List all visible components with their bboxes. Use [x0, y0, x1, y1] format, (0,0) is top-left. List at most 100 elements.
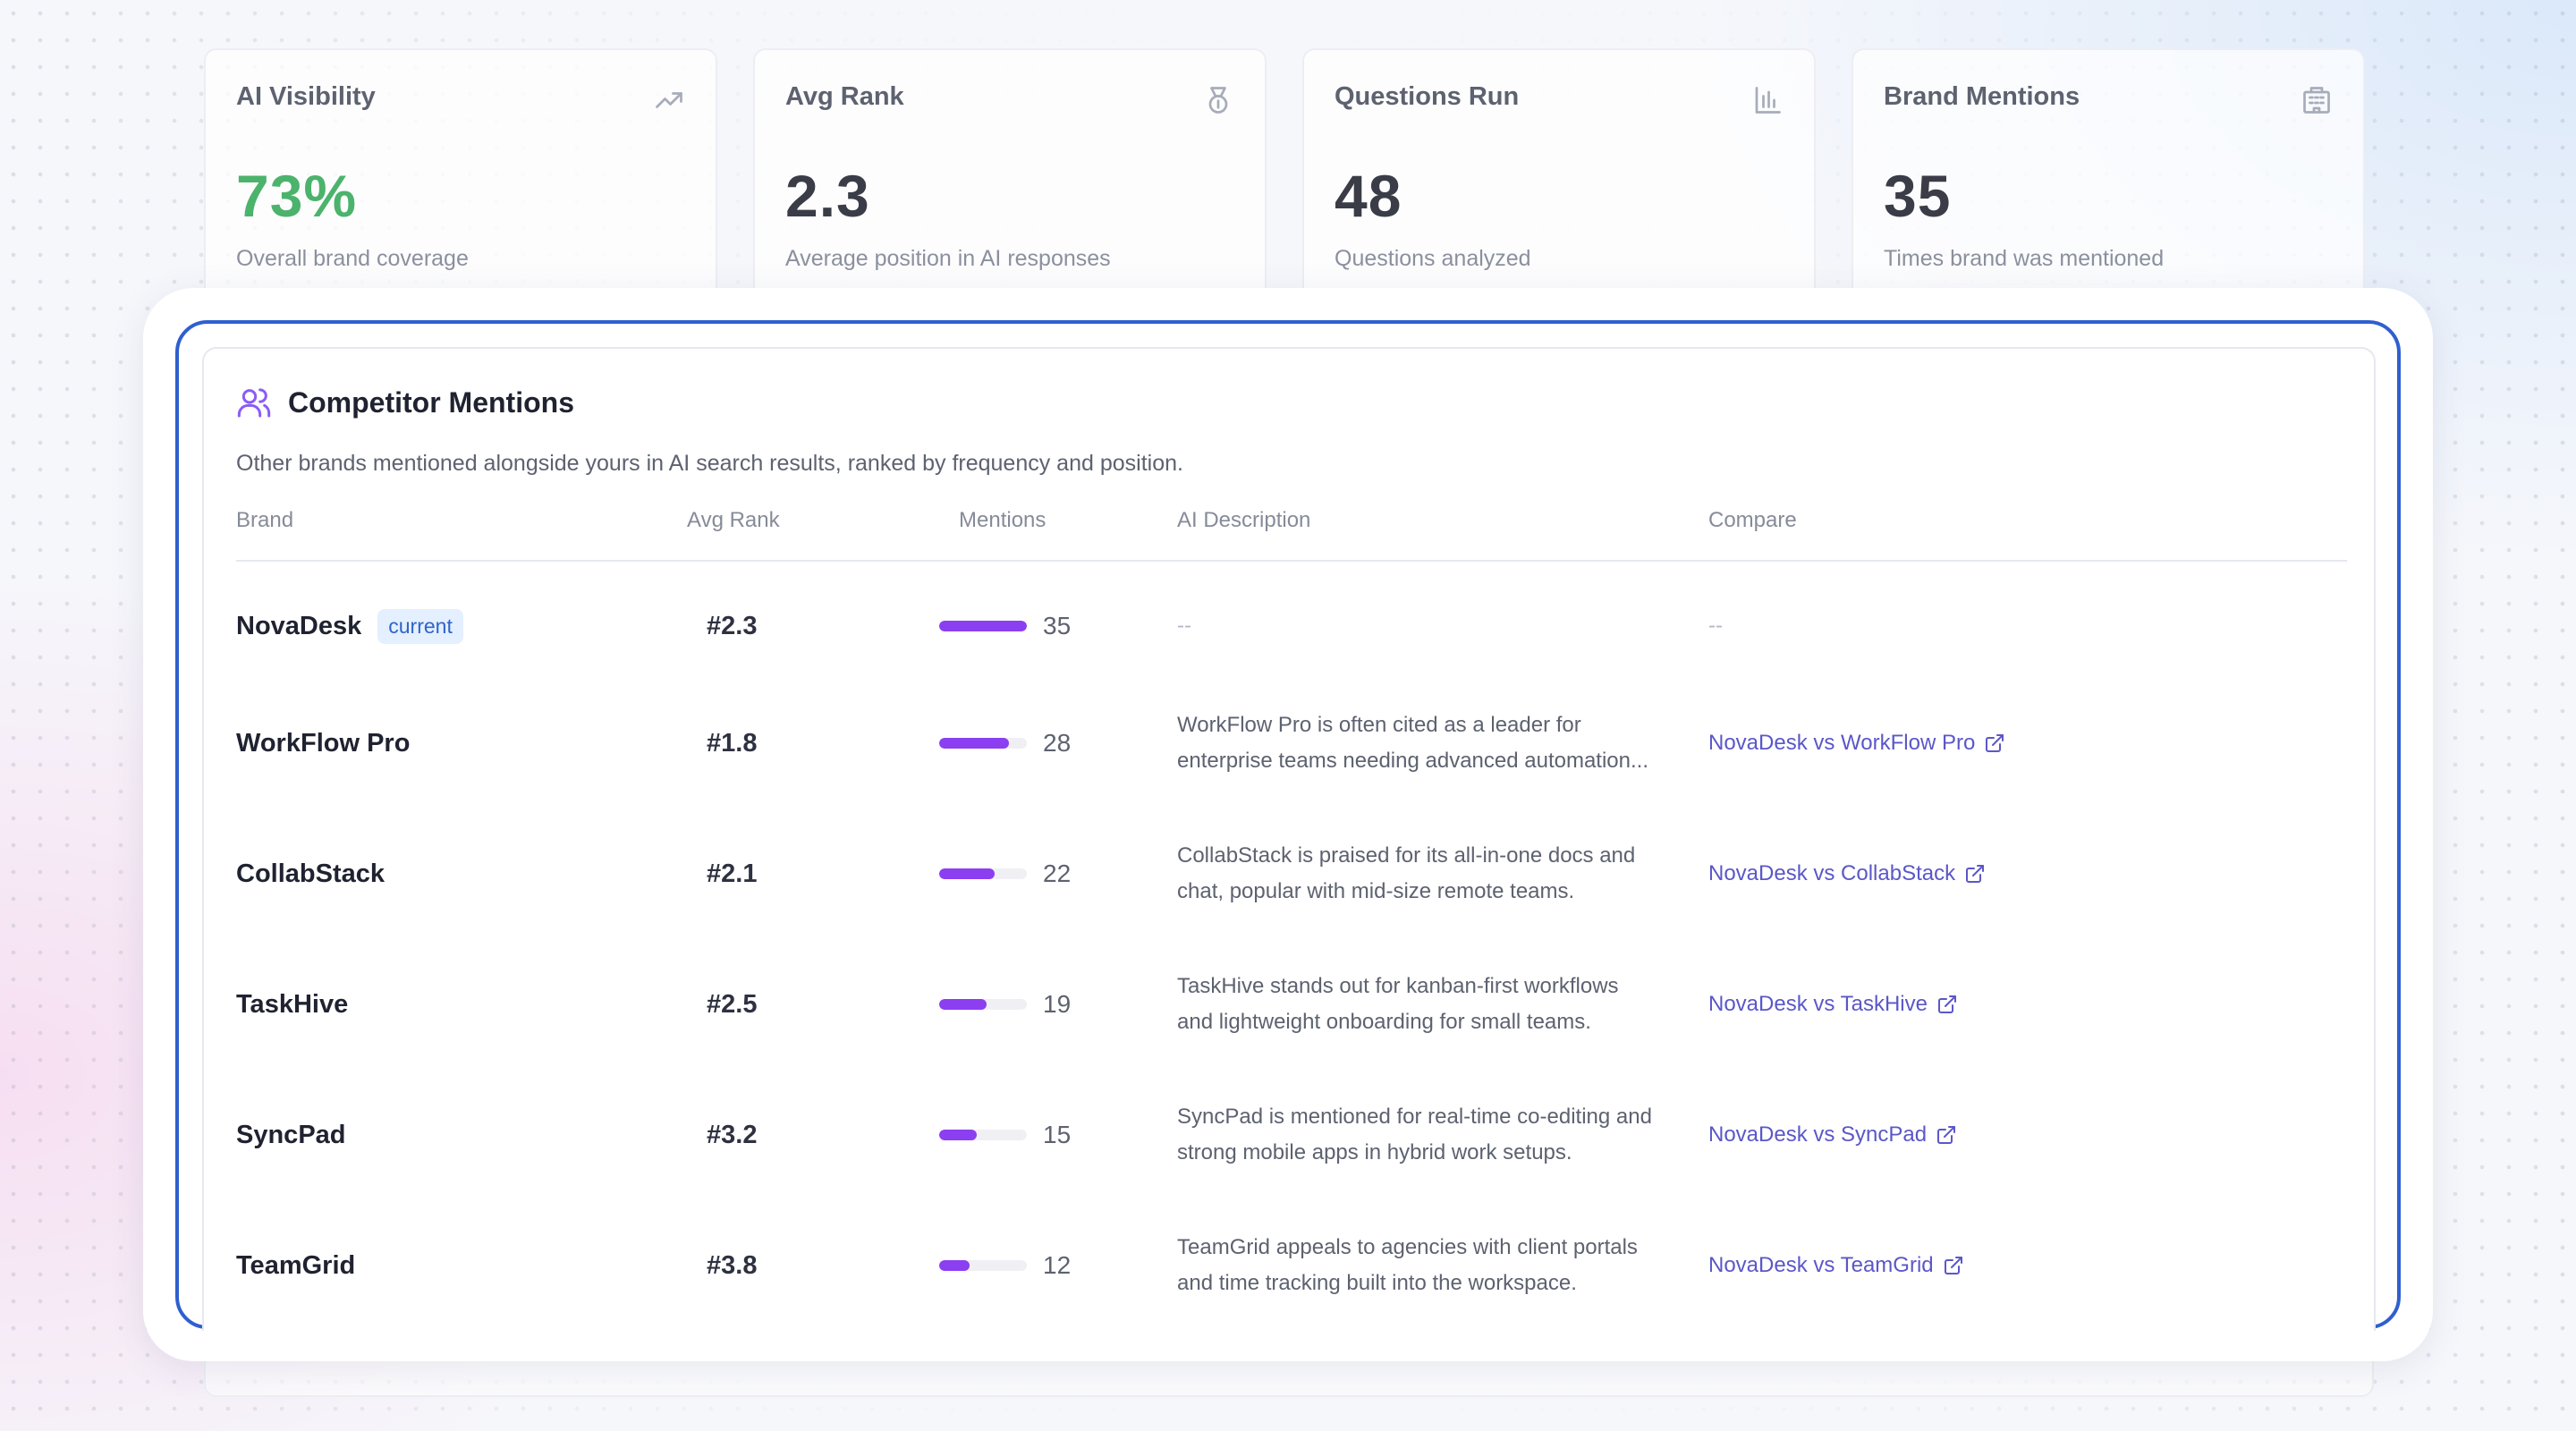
ai-description: WorkFlow Pro is often cited as a leader … — [1177, 707, 1687, 779]
external-link-icon — [1937, 995, 1956, 1013]
brand-cell: NovaDesk current — [236, 572, 463, 680]
table-row: TaskHive #2.5 19 TaskHive stands out for… — [236, 939, 2347, 1070]
compare-cell: NovaDesk vs TaskHive — [1708, 939, 1958, 1070]
mentions-bar-fill — [939, 738, 1010, 749]
brand-name: CollabStack — [236, 859, 385, 888]
panel-header: Competitor Mentions — [236, 385, 574, 420]
compare-link[interactable]: NovaDesk vs SyncPad — [1708, 1122, 1957, 1147]
table-header: Brand Avg Rank Mentions AI Description C… — [236, 508, 2347, 562]
brand-cell: TeamGrid — [236, 1200, 355, 1331]
ai-description-line: TaskHive stands out for kanban-first wor… — [1177, 974, 1619, 998]
mentions-count: 28 — [1043, 729, 1072, 757]
mentions-count: 22 — [1043, 859, 1072, 887]
building-icon — [2301, 84, 2333, 116]
column-header-mentions[interactable]: Mentions — [959, 508, 1046, 532]
mentions-bar-fill — [939, 1260, 970, 1271]
compare-link-label[interactable]: NovaDesk vs CollabStack — [1708, 861, 1956, 885]
avg-rank: #3.8 — [707, 1250, 758, 1280]
mentions-count: 19 — [1043, 990, 1072, 1018]
ai-description-line: enterprise teams needing advanced automa… — [1177, 749, 1649, 773]
competitor-mentions-panel: Competitor Mentions Other brands mention… — [202, 347, 2376, 1331]
mentions-cell: 12 — [939, 1200, 1071, 1331]
description-cell: SyncPad is mentioned for real-time co-ed… — [1177, 1070, 1687, 1200]
compare-link-label[interactable]: NovaDesk vs SyncPad — [1708, 1122, 1928, 1147]
mentions-cell: 28 — [939, 678, 1071, 809]
stat-subtitle: Overall brand coverage — [236, 246, 469, 271]
table-row: TeamGrid #3.8 12 TeamGrid appeals to age… — [236, 1200, 2347, 1331]
brand-name: TeamGrid — [236, 1250, 356, 1280]
brand-cell: CollabStack — [236, 809, 385, 939]
ai-description-line: and time tracking built into the workspa… — [1177, 1271, 1577, 1295]
description-cell: -- — [1177, 572, 1191, 680]
description-cell: TeamGrid appeals to agencies with client… — [1177, 1200, 1687, 1331]
mentions-count: 12 — [1043, 1251, 1072, 1279]
compare-cell: NovaDesk vs TeamGrid — [1708, 1200, 1964, 1331]
avg-rank: #2.1 — [707, 859, 758, 888]
brand-cell: TaskHive — [236, 939, 348, 1070]
mentions-bar — [939, 1260, 1027, 1271]
ai-description-line: and lightweight onboarding for small tea… — [1177, 1010, 1591, 1034]
table-row: WorkFlow Pro #1.8 28 WorkFlow Pro is oft… — [236, 678, 2347, 809]
description-cell: WorkFlow Pro is often cited as a leader … — [1177, 678, 1687, 809]
rank-cell: #3.2 — [707, 1070, 757, 1200]
compare-link-label[interactable]: NovaDesk vs TeamGrid — [1708, 1253, 1934, 1277]
stat-value: 35 — [1884, 163, 1952, 229]
rank-cell: #2.5 — [707, 939, 757, 1070]
mentions-cell: 22 — [939, 809, 1071, 939]
mentions-bar — [939, 868, 1027, 879]
table-row: SyncPad #3.2 15 SyncPad is mentioned for… — [236, 1070, 2347, 1200]
ai-description: TeamGrid appeals to agencies with client… — [1177, 1230, 1687, 1301]
avg-rank: #2.3 — [707, 611, 758, 640]
external-link-icon — [1944, 1257, 1962, 1274]
compare-link[interactable]: NovaDesk vs WorkFlow Pro — [1708, 731, 2005, 756]
column-header-brand[interactable]: Brand — [236, 508, 294, 532]
stat-subtitle: Questions analyzed — [1335, 246, 1531, 271]
external-link-icon — [1986, 734, 2004, 752]
bar-chart-icon — [1751, 84, 1784, 116]
ai-description-line: CollabStack is praised for its all-in-on… — [1177, 843, 1636, 868]
rank-cell: #1.8 — [707, 678, 757, 809]
compare-link[interactable]: NovaDesk vs TaskHive — [1708, 992, 1958, 1017]
brand-name: NovaDesk — [236, 611, 362, 640]
compare-link[interactable]: NovaDesk vs CollabStack — [1708, 861, 1986, 886]
compare-link-label[interactable]: NovaDesk vs WorkFlow Pro — [1708, 731, 1976, 755]
ai-description-line: WorkFlow Pro is often cited as a leader … — [1177, 713, 1581, 737]
table-row: NovaDesk current #2.3 35 -- -- — [236, 572, 2347, 680]
stat-subtitle: Average position in AI responses — [785, 246, 1111, 271]
ai-description-line: strong mobile apps in hybrid work setups… — [1177, 1140, 1572, 1164]
current-badge: current — [377, 608, 463, 644]
description-cell: CollabStack is praised for its all-in-on… — [1177, 809, 1687, 939]
compare-cell: NovaDesk vs SyncPad — [1708, 1070, 1957, 1200]
avg-rank: #2.5 — [707, 989, 758, 1019]
description-cell: TaskHive stands out for kanban-first wor… — [1177, 939, 1687, 1070]
column-header-compare[interactable]: Compare — [1708, 508, 1797, 532]
column-header-avg-rank[interactable]: Avg Rank — [687, 508, 780, 532]
rank-cell: #2.1 — [707, 809, 757, 939]
mentions-count: 35 — [1043, 612, 1072, 639]
stat-subtitle: Times brand was mentioned — [1884, 246, 2165, 271]
mentions-bar — [939, 999, 1027, 1010]
panel-title: Competitor Mentions — [288, 385, 574, 419]
mentions-cell: 19 — [939, 939, 1071, 1070]
brand-cell: WorkFlow Pro — [236, 678, 410, 809]
ai-description-line: SyncPad is mentioned for real-time co-ed… — [1177, 1105, 1652, 1129]
empty-description: -- — [1177, 614, 1191, 638]
mentions-cell: 15 — [939, 1070, 1071, 1200]
stat-value: 2.3 — [785, 163, 870, 229]
compare-link[interactable]: NovaDesk vs TeamGrid — [1708, 1253, 1964, 1278]
ai-description-line: TeamGrid appeals to agencies with client… — [1177, 1235, 1638, 1259]
users-icon — [236, 385, 272, 420]
rank-cell: #2.3 — [707, 572, 757, 680]
stat-value: 73% — [236, 163, 358, 229]
ai-description: SyncPad is mentioned for real-time co-ed… — [1177, 1099, 1687, 1171]
stat-title: Avg Rank — [785, 82, 904, 111]
ai-description-line: chat, popular with mid-size remote teams… — [1177, 879, 1575, 903]
column-header-ai-description[interactable]: AI Description — [1177, 508, 1311, 532]
mentions-bar-fill — [939, 868, 995, 879]
compare-link-label[interactable]: NovaDesk vs TaskHive — [1708, 992, 1928, 1016]
compare-cell: -- — [1708, 572, 1723, 680]
empty-compare: -- — [1708, 614, 1723, 638]
ai-description: CollabStack is praised for its all-in-on… — [1177, 838, 1687, 910]
table-row: CollabStack #2.1 22 CollabStack is prais… — [236, 809, 2347, 939]
external-link-icon — [1937, 1126, 1956, 1144]
